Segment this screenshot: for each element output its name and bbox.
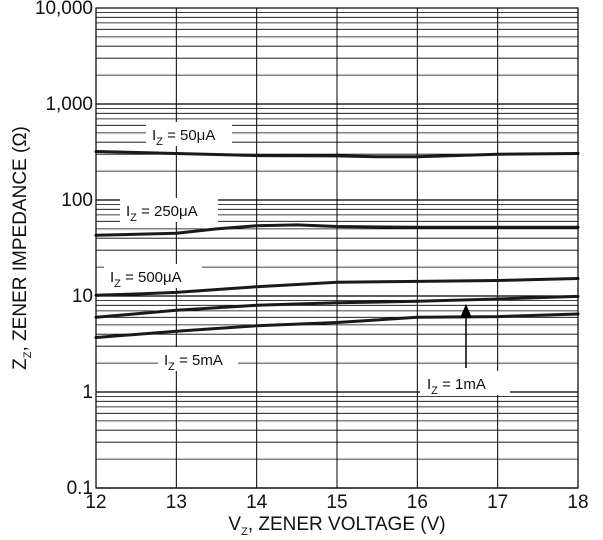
- y-axis-label: ZZ, ZENER IMPEDANCE (Ω): [10, 126, 34, 370]
- series-line-0: [94, 150, 580, 159]
- x-tick-label: 16: [407, 492, 428, 513]
- x-tick-label: 13: [166, 492, 187, 513]
- label-500ua: IZ = 500μA: [104, 264, 202, 290]
- y-tick-label: 10: [72, 286, 93, 307]
- label-1ma: IZ = 1mA: [420, 371, 510, 397]
- label-5ma: IZ = 5mA: [158, 347, 238, 373]
- x-tick-labels: 12 13 14 15 16 17 18: [85, 492, 588, 513]
- y-tick-label: 100: [61, 190, 93, 211]
- label-250ua: IZ = 250μA: [120, 198, 218, 224]
- y-tick-label: 1: [82, 382, 93, 403]
- series-line-4: [94, 312, 580, 339]
- y-tick-label: 10,000: [35, 0, 93, 19]
- x-tick-label: 17: [487, 492, 508, 513]
- x-tick-label: 18: [567, 492, 588, 513]
- svg-text:IZ = 5mA: IZ = 5mA: [164, 352, 223, 373]
- y-tick-label: 0.1: [67, 478, 93, 499]
- svg-text:IZ = 500μA: IZ = 500μA: [110, 269, 182, 290]
- series-lines: [94, 150, 580, 339]
- x-tick-label: 15: [326, 492, 347, 513]
- plot-frame: [95, 7, 579, 489]
- svg-text:IZ = 250μA: IZ = 250μA: [126, 203, 198, 224]
- arrow-1ma-head: [460, 304, 472, 318]
- svg-text:IZ = 1mA: IZ = 1mA: [427, 376, 486, 397]
- grid: [95, 8, 579, 489]
- y-tick-label: 1,000: [45, 94, 93, 115]
- x-tick-label: 14: [246, 492, 268, 513]
- y-tick-labels: 0.1 1 10 100 1,000 10,000: [35, 0, 93, 499]
- series-line-2: [94, 277, 580, 297]
- svg-text:IZ = 50μA: IZ = 50μA: [152, 127, 215, 148]
- label-50ua: IZ = 50μA: [146, 122, 232, 148]
- series-line-1: [94, 223, 580, 237]
- x-axis-label: VZ, ZENER VOLTAGE (V): [228, 514, 445, 538]
- series-line-3: [94, 294, 580, 319]
- x-tick-label: 12: [85, 492, 106, 513]
